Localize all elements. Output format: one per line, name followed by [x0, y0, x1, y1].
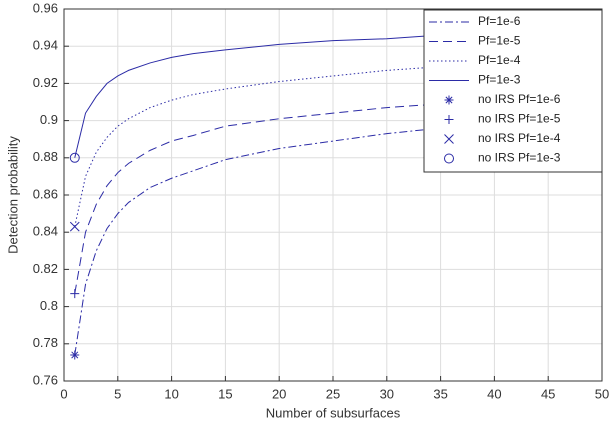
x-tick-label: 25: [326, 386, 340, 401]
x-tick-label: 20: [272, 386, 286, 401]
legend-label: Pf=1e-5: [478, 34, 521, 48]
legend-label: Pf=1e-3: [478, 73, 521, 87]
marker: [70, 350, 80, 360]
y-axis-label: Detection probability: [5, 136, 20, 254]
x-tick-label: 40: [487, 386, 501, 401]
x-tick-label: 5: [114, 386, 121, 401]
y-tick-label: 0.94: [33, 38, 58, 53]
x-tick-label: 15: [218, 386, 232, 401]
y-tick-label: 0.84: [33, 224, 58, 239]
legend-label: no IRS Pf=1e-6: [478, 92, 561, 106]
y-tick-label: 0.76: [33, 372, 58, 387]
x-tick-label: 10: [164, 386, 178, 401]
x-axis-label: Number of subsurfaces: [266, 405, 401, 420]
y-tick-label: 0.86: [33, 186, 58, 201]
y-tick-label: 0.78: [33, 335, 58, 350]
legend-label: Pf=1e-4: [478, 53, 521, 67]
legend-label: Pf=1e-6: [478, 14, 521, 28]
x-tick-label: 45: [541, 386, 555, 401]
legend: Pf=1e-6 Pf=1e-5 Pf=1e-4 Pf=1e-3 no IRS Pf=1e…: [423, 9, 603, 173]
y-tick-label: 0.8: [40, 298, 58, 313]
legend-marker: [444, 95, 454, 105]
x-tick-label: 35: [433, 386, 447, 401]
legend-box: [423, 9, 603, 173]
x-tick-label: 50: [595, 386, 609, 401]
y-tick-label: 0.96: [33, 0, 58, 15]
x-tick-label: 30: [380, 386, 394, 401]
y-tick-label: 0.92: [33, 75, 58, 90]
legend-label: no IRS Pf=1e-3: [478, 151, 561, 165]
x-tick-label: 0: [60, 386, 67, 401]
legend-label: no IRS Pf=1e-4: [478, 131, 561, 145]
legend-marker: [444, 134, 454, 144]
legend-label: no IRS Pf=1e-5: [478, 112, 561, 126]
marker: [69, 221, 80, 232]
marker: [69, 152, 80, 163]
legend-marker: [444, 115, 454, 124]
y-tick-label: 0.9: [40, 112, 58, 127]
marker: [70, 289, 80, 299]
legend-marker: [444, 153, 455, 164]
y-tick-label: 0.88: [33, 149, 58, 164]
plot-frame: [63, 8, 603, 382]
y-tick-label: 0.82: [33, 261, 58, 276]
